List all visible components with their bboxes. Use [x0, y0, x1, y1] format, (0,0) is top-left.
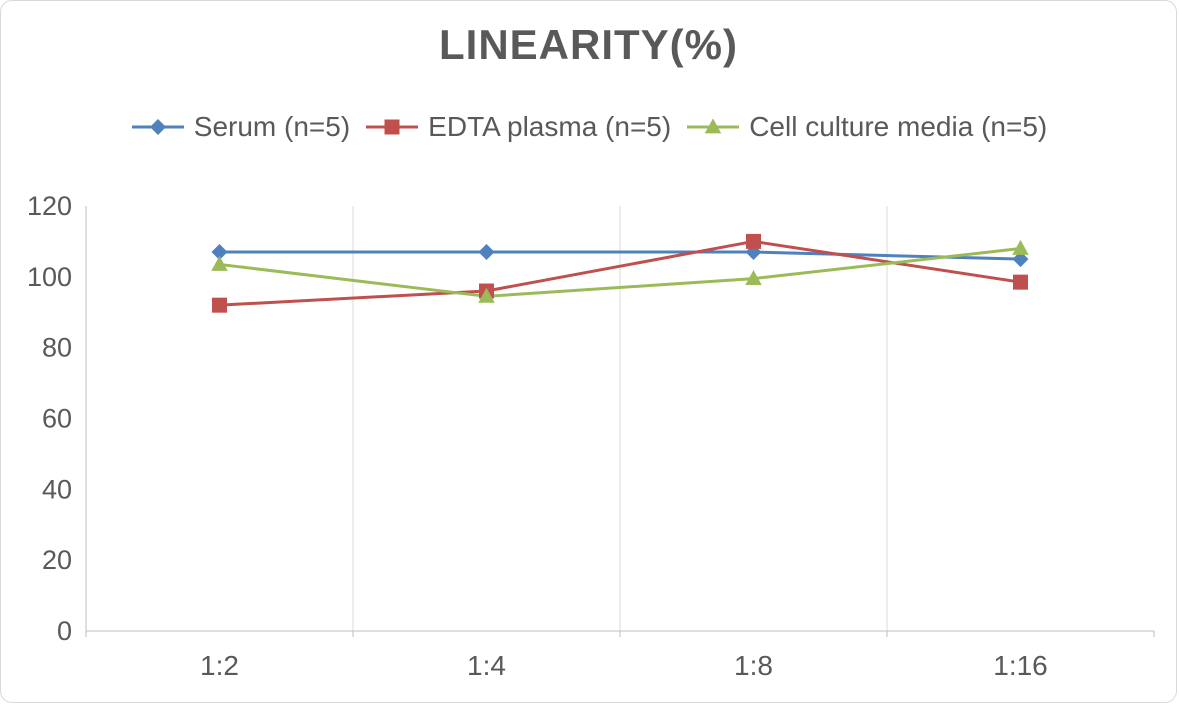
- diamond-marker: [1012, 251, 1029, 268]
- chart-legend: Serum (n=5) EDTA plasma (n=5) Cell culture…: [1, 111, 1176, 143]
- y-tick-label: 120: [27, 191, 72, 221]
- y-tick-label: 100: [27, 262, 72, 292]
- y-tick-label: 20: [42, 545, 72, 575]
- triangle-legend-icon: [687, 118, 740, 134]
- diamond-marker: [211, 244, 228, 261]
- series-line-square: [219, 239, 1021, 307]
- legend-label: EDTA plasma (n=5): [428, 111, 672, 142]
- triangle-marker: [478, 287, 495, 303]
- legend-label: Serum (n=5): [193, 111, 351, 142]
- y-tick-label: 0: [57, 616, 72, 646]
- x-category-label: 1:8: [734, 650, 773, 681]
- square-marker: [212, 297, 227, 313]
- diamond-legend-icon: [131, 119, 184, 135]
- square-marker: [746, 233, 761, 249]
- x-category-label: 1:2: [200, 650, 239, 681]
- legend-item: Cell culture media (n=5): [685, 111, 1047, 143]
- series-line-diamond: [219, 250, 1021, 261]
- diamond-marker: [745, 244, 762, 261]
- y-tick-label: 80: [42, 333, 72, 363]
- square-marker: [479, 283, 494, 299]
- y-tick-label: 60: [42, 404, 72, 434]
- series-line-triangle: [219, 247, 1021, 298]
- legend-label: Cell culture media (n=5): [749, 111, 1048, 142]
- y-tick-label: 40: [42, 474, 72, 504]
- chart-title: LINEARITY(%): [439, 21, 738, 68]
- x-category-label: 1:4: [467, 650, 506, 681]
- legend-item: EDTA plasma (n=5): [364, 111, 671, 143]
- square-legend-icon: [366, 119, 419, 135]
- x-category-label: 1:16: [993, 650, 1048, 681]
- square-marker: [1013, 274, 1028, 290]
- triangle-marker: [745, 269, 762, 285]
- legend-item: Serum (n=5): [130, 111, 350, 143]
- triangle-marker: [211, 255, 228, 271]
- triangle-marker: [1012, 239, 1029, 255]
- diamond-marker: [478, 244, 495, 261]
